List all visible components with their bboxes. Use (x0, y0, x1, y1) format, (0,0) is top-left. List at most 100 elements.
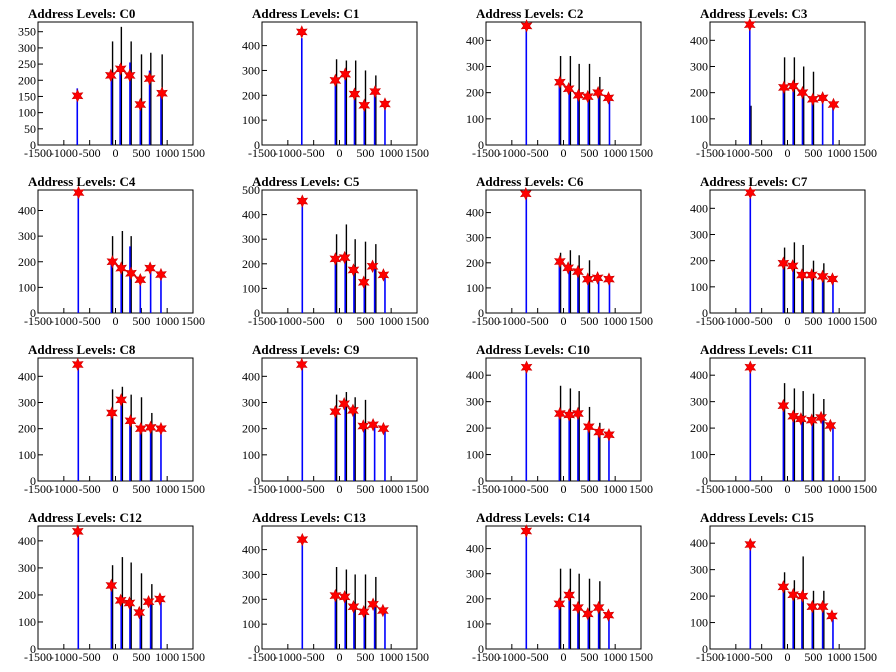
chart-svg: 0 100 200 300 400 -1500-1000 -500 0 500 1000 1500 (242, 21, 429, 160)
chart-panel: Address Levels: C11 0 100 200 300 400 -1500 -10… (672, 336, 896, 504)
x-tick-label: 0 (113, 482, 119, 496)
x-tick-label: -1500 (696, 482, 724, 496)
chart-panel: Address Levels: C9 0 100 200 300 400 -1500 -100… (224, 336, 448, 504)
x-tick-label: 0 (561, 314, 567, 328)
x-tick-label: 500 (356, 482, 374, 496)
x-tick-label: 1000 (379, 650, 403, 664)
chart-svg: 0 50 100 150 200 250 300 350 -1500-1000 -500 0 500 1… (18, 21, 205, 160)
y-tick-label: 400 (466, 206, 484, 220)
axes-frame (261, 525, 418, 650)
peak-star-marker (358, 98, 371, 112)
y-tick-label: 0 (254, 642, 260, 656)
x-tick-label: 0 (561, 146, 567, 160)
x-tick-label: -500 (303, 314, 325, 328)
y-tick-label: 300 (466, 59, 484, 73)
chart-title: Address Levels: C1 (252, 6, 360, 21)
peak-star-marker (377, 421, 390, 436)
y-tick-label: 200 (690, 254, 708, 268)
y-tick-label: 300 (242, 63, 260, 77)
x-tick-label: -1000 (498, 314, 526, 328)
chart-title: Address Levels: C14 (476, 510, 590, 525)
x-tick-label: 0 (785, 650, 791, 664)
peak-star-marker (795, 412, 807, 426)
y-tick-label: 0 (702, 138, 708, 152)
peak-star-marker (106, 406, 118, 420)
peak-star-marker (806, 92, 819, 106)
x-tick-label: 0 (561, 482, 567, 496)
chart-svg: 0 100 200 300 400 -1500-1000 -500 0 500 1000 1500 (466, 187, 653, 328)
x-tick-label: -1000 (274, 314, 302, 328)
x-tick-label: 0 (337, 314, 343, 328)
y-tick-label: 400 (18, 204, 36, 218)
x-tick-label: 1500 (853, 650, 877, 664)
y-tick-label: 400 (18, 369, 36, 383)
x-tick-label: 500 (132, 146, 150, 160)
y-tick-label: 300 (242, 232, 260, 246)
y-tick-label: 50 (24, 122, 36, 136)
y-tick-label: 400 (690, 536, 708, 550)
x-tick-label: 1000 (827, 650, 851, 664)
chart-title: Address Levels: C9 (252, 342, 360, 357)
y-tick-label: 250 (18, 57, 36, 71)
x-tick-label: 1500 (629, 314, 653, 328)
y-tick-label: 400 (690, 201, 708, 215)
peak-star-marker (339, 67, 352, 81)
x-tick-label: -1500 (696, 146, 724, 160)
x-tick-label: 500 (804, 146, 822, 160)
peak-star-marker (787, 588, 800, 602)
x-tick-label: -1000 (722, 650, 750, 664)
peak-star-marker (72, 185, 85, 200)
x-tick-label: 1500 (405, 314, 429, 328)
y-tick-label: 0 (478, 306, 484, 320)
chart-title: Address Levels: C0 (28, 6, 136, 21)
peak-star-marker (778, 80, 790, 95)
x-tick-label: -1000 (722, 482, 750, 496)
peak-star-marker (338, 397, 350, 411)
x-tick-label: 1000 (379, 146, 403, 160)
chart-svg: 0 100 200 300 400 -1500-1000 -500 0 500 1000 1500 (466, 357, 653, 496)
x-tick-label: -1000 (50, 146, 78, 160)
peak-star-marker (796, 268, 808, 282)
peak-star-marker (591, 271, 604, 285)
x-tick-label: -1000 (50, 482, 78, 496)
peak-star-marker (156, 86, 168, 100)
x-tick-label: 500 (580, 314, 598, 328)
axes-frame (485, 189, 642, 314)
x-tick-label: -500 (79, 482, 101, 496)
y-tick-label: 300 (18, 41, 36, 55)
chart-panel: Address Levels: C3 0 100 200 300 400 -1500 -100… (672, 0, 896, 168)
peak-star-marker (572, 600, 584, 615)
y-tick-label: 300 (242, 567, 260, 581)
x-tick-label: -1500 (248, 146, 276, 160)
x-tick-label: 1500 (629, 482, 653, 496)
x-tick-label: -500 (303, 482, 325, 496)
y-tick-label: 0 (478, 642, 484, 656)
peak-star-marker (142, 594, 155, 609)
peak-star-marker (357, 419, 370, 433)
y-tick-label: 400 (242, 543, 260, 557)
x-tick-label: -1500 (24, 146, 52, 160)
y-tick-label: 400 (466, 33, 484, 47)
y-tick-label: 400 (242, 208, 260, 222)
y-tick-label: 400 (242, 39, 260, 53)
y-tick-label: 0 (30, 306, 36, 320)
y-tick-label: 200 (18, 588, 36, 602)
x-tick-label: -1000 (498, 650, 526, 664)
y-tick-label: 200 (242, 257, 260, 271)
chart-svg: 0 100 200 300 400 -1500-1000 -500 0 500 1000 1500 (690, 17, 877, 160)
y-tick-label: 0 (254, 306, 260, 320)
peak-star-marker (563, 588, 576, 602)
peak-star-marker (520, 19, 533, 33)
peak-star-marker (806, 599, 819, 614)
x-tick-label: -500 (751, 650, 773, 664)
peak-star-marker (144, 420, 157, 435)
x-tick-label: -500 (751, 482, 773, 496)
peak-star-marker (134, 421, 147, 436)
y-tick-label: 100 (466, 448, 484, 462)
peak-star-marker (154, 592, 166, 606)
peak-star-marker (796, 589, 809, 603)
x-tick-label: 1500 (181, 650, 205, 664)
axes-frame (37, 21, 194, 146)
x-tick-label: 1500 (181, 482, 205, 496)
peak-star-marker (805, 268, 818, 282)
